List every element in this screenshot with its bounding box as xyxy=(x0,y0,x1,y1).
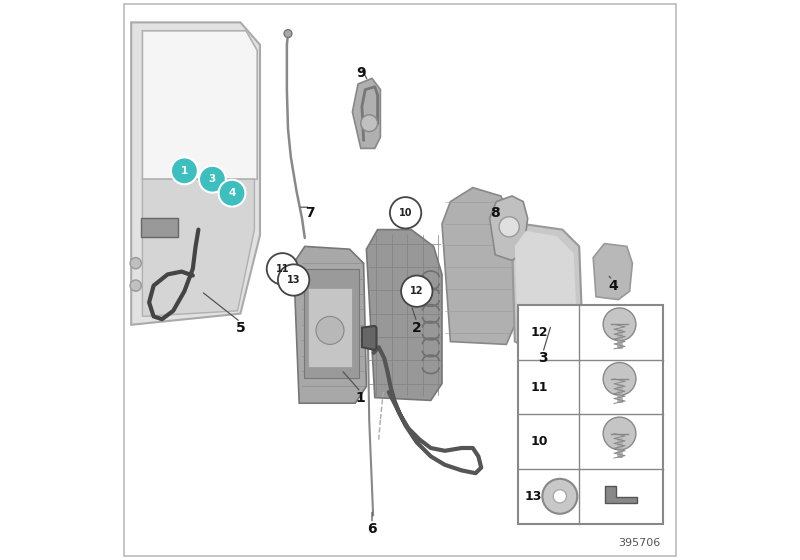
Circle shape xyxy=(130,280,142,291)
Polygon shape xyxy=(593,244,632,300)
Polygon shape xyxy=(131,22,260,325)
Text: 5: 5 xyxy=(235,321,246,335)
Text: 11: 11 xyxy=(276,264,289,274)
Polygon shape xyxy=(294,246,366,403)
Text: 12: 12 xyxy=(530,326,548,339)
Text: 1: 1 xyxy=(181,166,188,176)
Circle shape xyxy=(603,308,636,340)
Text: 6: 6 xyxy=(367,522,377,536)
Text: 11: 11 xyxy=(530,381,548,394)
Circle shape xyxy=(401,276,433,307)
Polygon shape xyxy=(142,179,254,316)
Polygon shape xyxy=(142,31,258,179)
Circle shape xyxy=(603,362,636,395)
Polygon shape xyxy=(512,224,582,350)
Polygon shape xyxy=(515,231,576,336)
Text: 8: 8 xyxy=(490,206,500,220)
Circle shape xyxy=(284,30,292,38)
Circle shape xyxy=(390,197,422,228)
Polygon shape xyxy=(352,78,381,148)
Text: 13: 13 xyxy=(287,275,300,285)
Text: 9: 9 xyxy=(356,66,366,80)
Circle shape xyxy=(171,157,198,184)
Text: 12: 12 xyxy=(410,286,423,296)
Polygon shape xyxy=(362,326,377,350)
Text: 395706: 395706 xyxy=(618,538,660,548)
Circle shape xyxy=(499,217,519,237)
Circle shape xyxy=(266,253,298,284)
FancyBboxPatch shape xyxy=(125,4,675,556)
Polygon shape xyxy=(442,188,515,344)
Text: 10: 10 xyxy=(530,435,548,448)
Text: 4: 4 xyxy=(608,279,618,293)
Circle shape xyxy=(316,316,344,344)
Text: 1: 1 xyxy=(356,391,366,405)
Text: 3: 3 xyxy=(209,174,216,184)
Text: 2: 2 xyxy=(412,321,422,335)
Text: 10: 10 xyxy=(399,208,412,218)
Circle shape xyxy=(603,417,636,450)
FancyBboxPatch shape xyxy=(518,305,663,524)
FancyBboxPatch shape xyxy=(141,218,178,237)
FancyBboxPatch shape xyxy=(304,269,358,378)
Circle shape xyxy=(278,264,310,296)
Text: 13: 13 xyxy=(525,490,542,503)
Circle shape xyxy=(553,489,566,503)
Circle shape xyxy=(218,180,246,207)
Polygon shape xyxy=(605,487,637,503)
Circle shape xyxy=(130,258,142,269)
Polygon shape xyxy=(366,230,442,400)
Circle shape xyxy=(199,166,226,193)
Circle shape xyxy=(542,479,578,514)
Text: 7: 7 xyxy=(306,206,315,220)
Polygon shape xyxy=(490,196,528,260)
Circle shape xyxy=(361,115,378,132)
Text: 3: 3 xyxy=(538,352,548,366)
FancyBboxPatch shape xyxy=(308,288,352,367)
Text: 4: 4 xyxy=(228,188,236,198)
